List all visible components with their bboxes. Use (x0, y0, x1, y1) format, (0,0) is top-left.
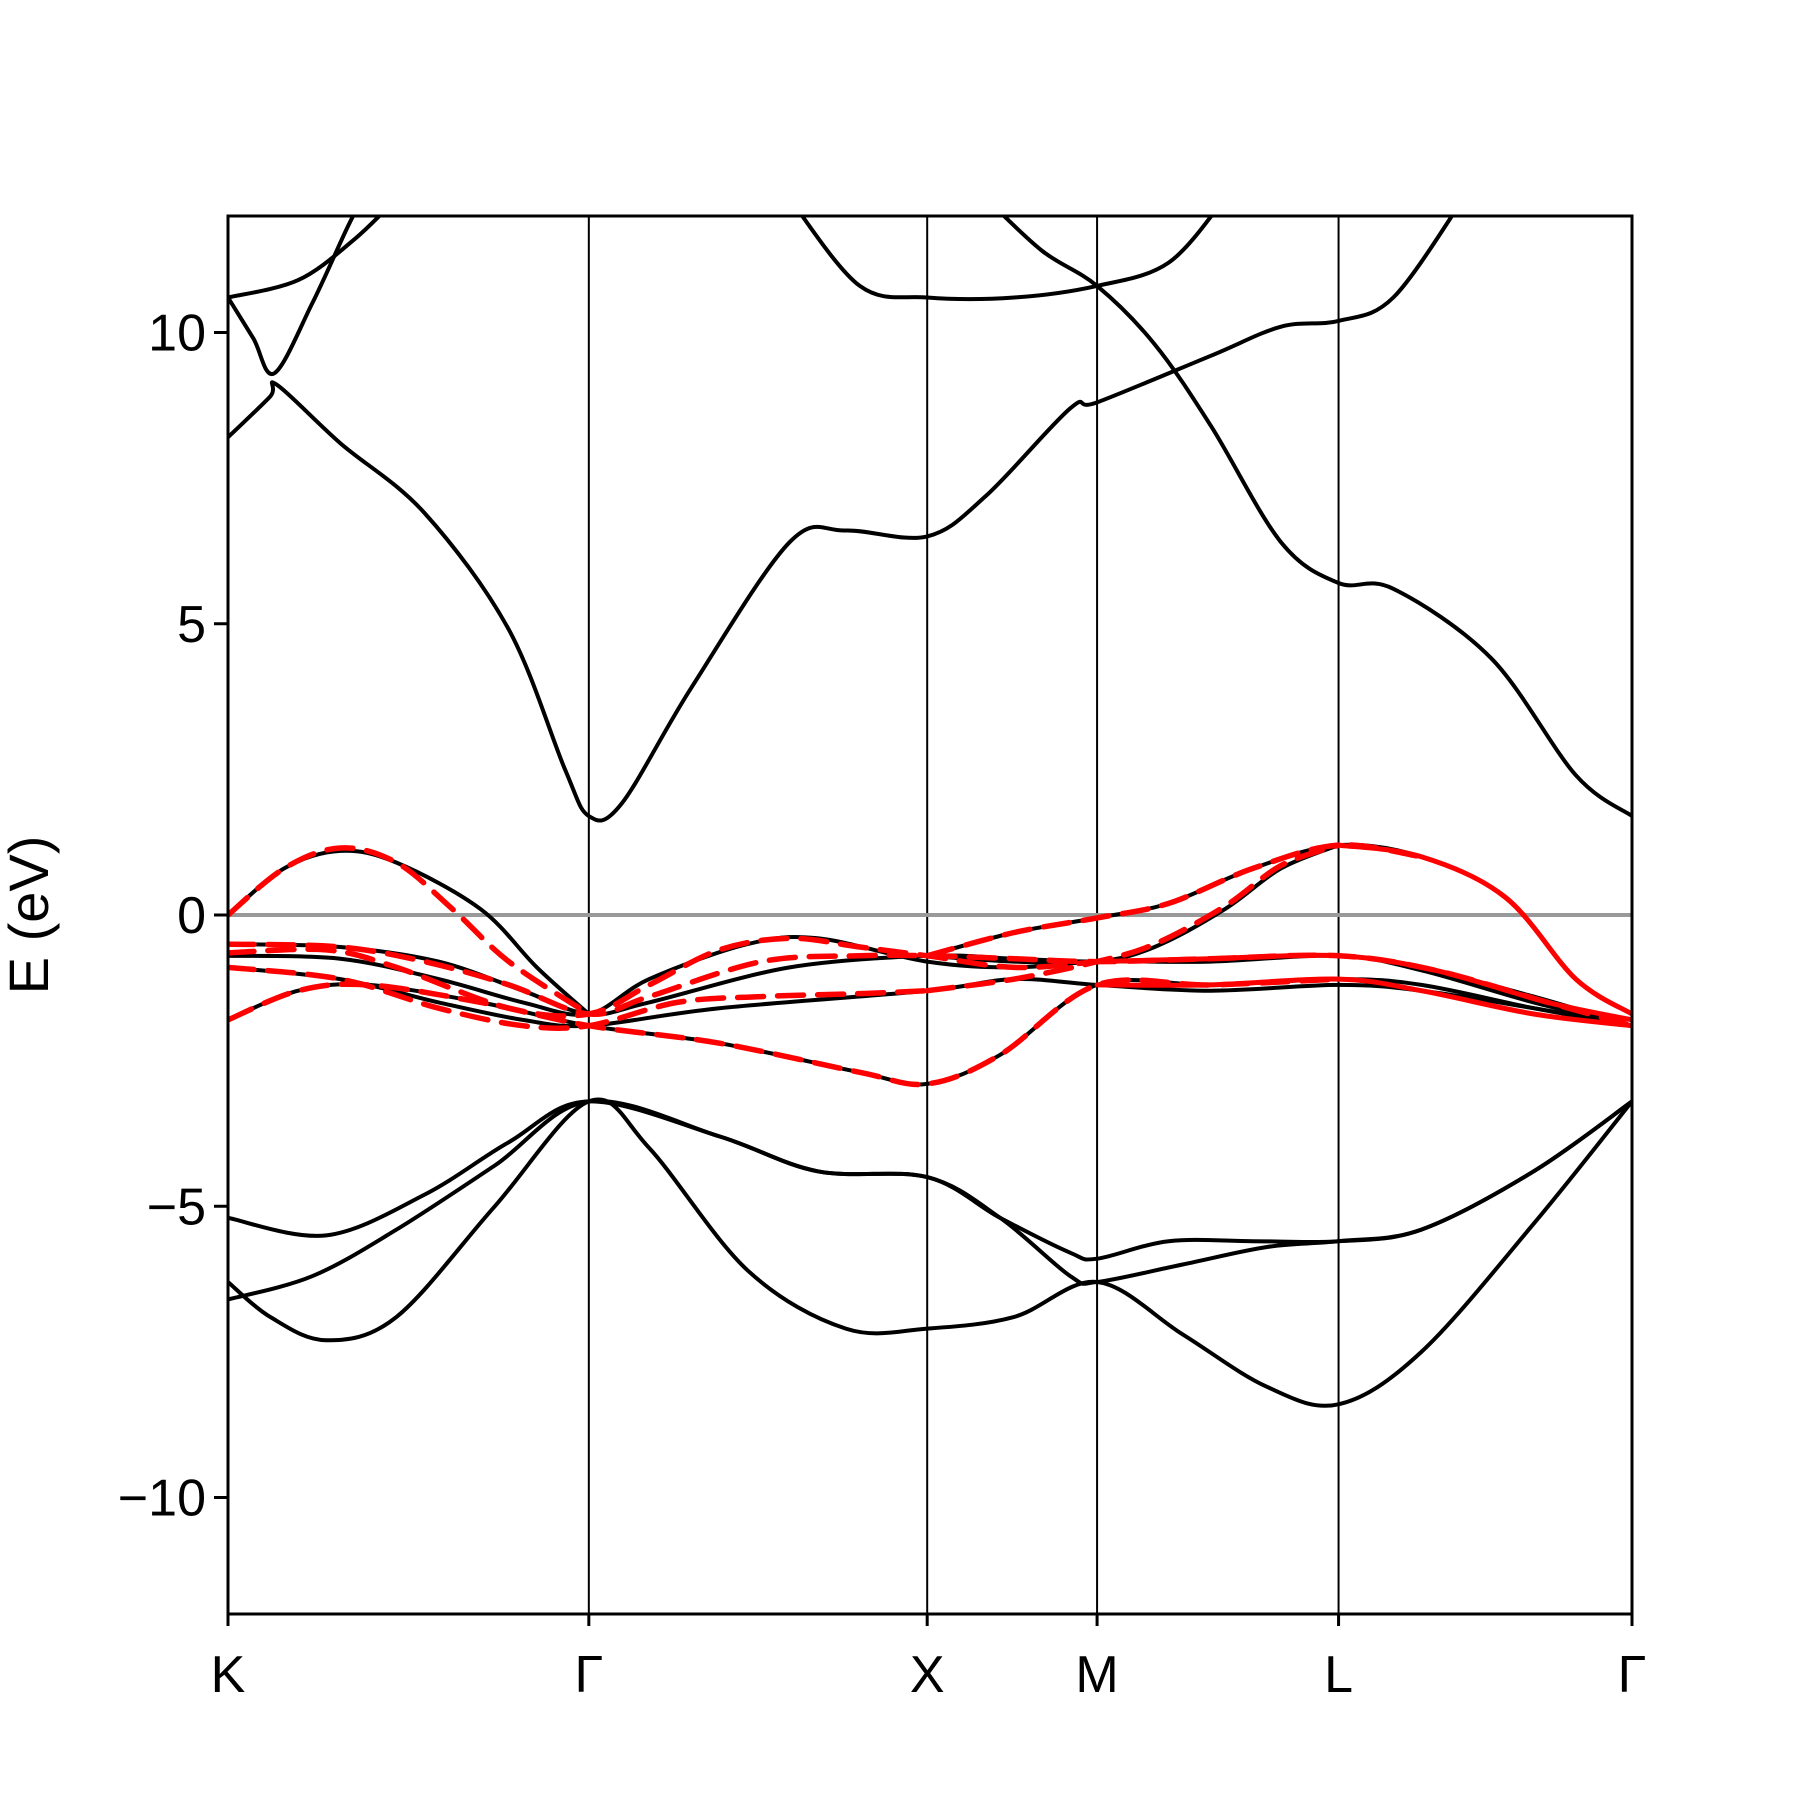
reference-band-line (228, 216, 1455, 823)
y-tick-label: 10 (148, 305, 206, 363)
model-band-dashed-line (924, 842, 1342, 994)
y-axis-label: E (eV) (0, 836, 60, 995)
reference-band-line (228, 1097, 1632, 1408)
model-band-dashed-line (228, 845, 592, 1017)
y-tick-label: 0 (177, 887, 206, 945)
y-tick-label: −5 (147, 1178, 206, 1236)
model-band-dashed-line (228, 976, 1342, 1088)
x-tick-label: X (910, 1646, 945, 1704)
y-tick-label: 5 (177, 596, 206, 654)
y-tick-label: −10 (118, 1470, 206, 1528)
series-group (228, 216, 1632, 1408)
reference-band-line (799, 216, 1214, 301)
reference-band-line (228, 216, 383, 300)
reference-band-line (228, 1098, 1632, 1302)
reference-band-line (228, 1099, 1632, 1262)
x-tick-label: K (211, 1646, 246, 1704)
x-tick-label: Γ (575, 1646, 604, 1704)
reference-band-line (228, 216, 356, 376)
model-band-dashed-line (228, 935, 1100, 1019)
y-axis-ticks: −10 −5 0 5 10 (118, 305, 228, 1528)
x-tick-label: M (1075, 1646, 1118, 1704)
x-tick-label: Γ (1618, 1646, 1647, 1704)
x-tick-label: L (1324, 1646, 1353, 1704)
reference-band-line (1001, 216, 1632, 818)
